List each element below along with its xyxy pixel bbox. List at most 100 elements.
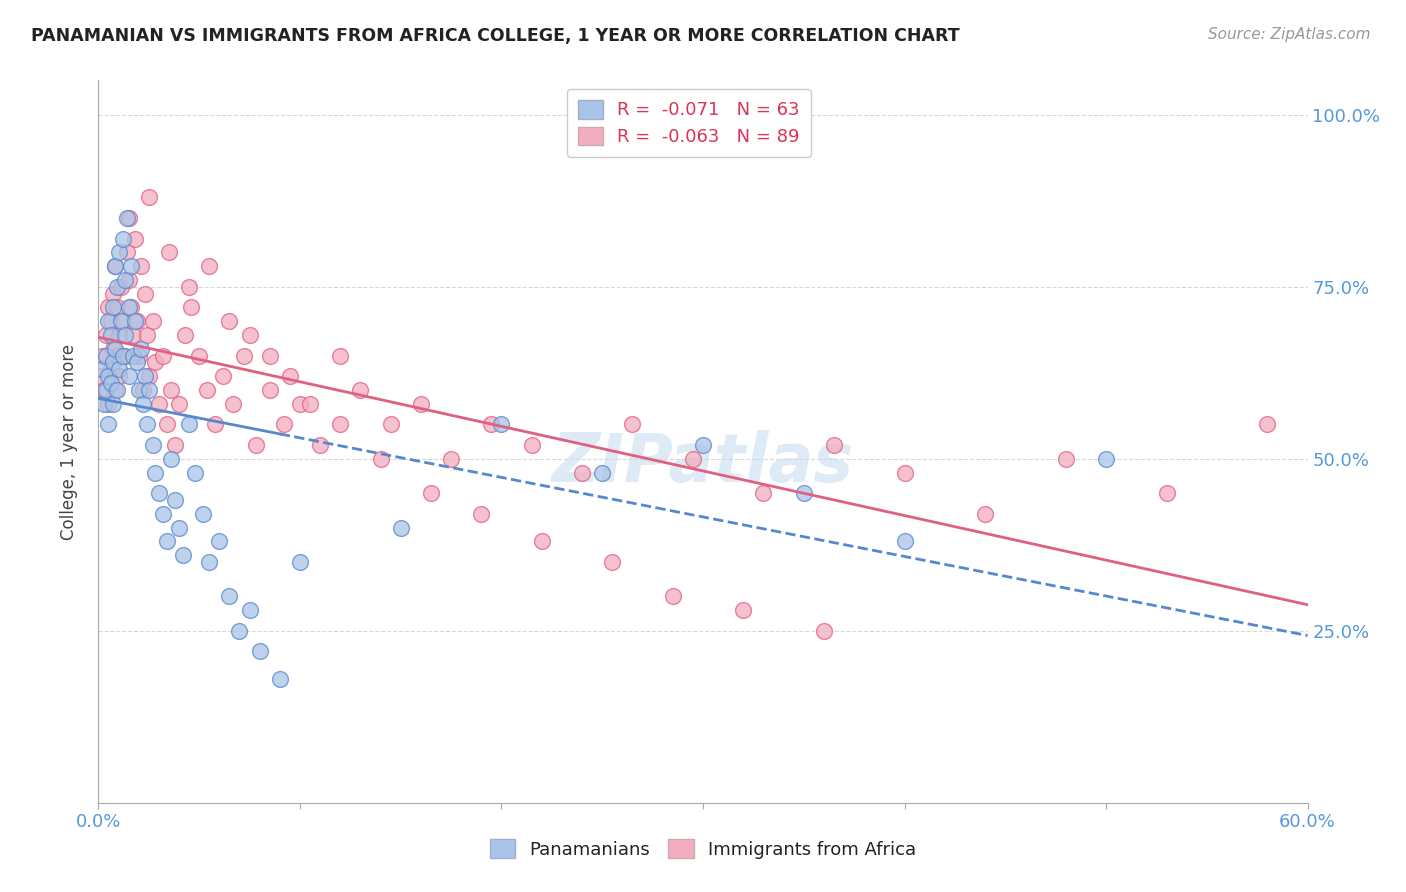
Point — [157, 245, 180, 260]
Point — [101, 355, 124, 369]
Point — [105, 301, 128, 315]
Point — [218, 590, 240, 604]
Point — [752, 486, 775, 500]
Point — [107, 369, 129, 384]
Point — [160, 451, 183, 466]
Point — [114, 327, 136, 342]
Point — [148, 397, 170, 411]
Point — [138, 369, 160, 384]
Point — [100, 314, 122, 328]
Point — [93, 383, 115, 397]
Point — [370, 451, 392, 466]
Point — [420, 486, 443, 500]
Point — [125, 355, 148, 369]
Point — [793, 486, 815, 500]
Point — [249, 644, 271, 658]
Point — [299, 397, 322, 411]
Y-axis label: College, 1 year or more: College, 1 year or more — [59, 343, 77, 540]
Point — [218, 314, 240, 328]
Point — [893, 466, 915, 480]
Point — [232, 349, 254, 363]
Point — [124, 231, 146, 245]
Point — [100, 327, 122, 342]
Point — [91, 362, 114, 376]
Point — [118, 369, 141, 384]
Point — [198, 555, 221, 569]
Point — [120, 259, 142, 273]
Point — [89, 369, 111, 384]
Point — [692, 438, 714, 452]
Point — [110, 314, 132, 328]
Point — [167, 397, 190, 411]
Point — [101, 301, 124, 315]
Text: Source: ZipAtlas.com: Source: ZipAtlas.com — [1208, 27, 1371, 42]
Point — [143, 466, 166, 480]
Point — [111, 314, 134, 328]
Point — [239, 603, 262, 617]
Point — [97, 369, 120, 384]
Point — [132, 397, 155, 411]
Point — [156, 534, 179, 549]
Point — [163, 493, 186, 508]
Point — [105, 279, 128, 293]
Point — [97, 301, 120, 315]
Point — [142, 438, 165, 452]
Point — [204, 417, 226, 432]
Point — [259, 383, 281, 397]
Point — [103, 342, 125, 356]
Point — [661, 590, 683, 604]
Point — [184, 466, 207, 480]
Point — [893, 534, 915, 549]
Point — [107, 327, 129, 342]
Point — [105, 349, 128, 363]
Point — [193, 507, 215, 521]
Point — [813, 624, 835, 638]
Point — [105, 383, 128, 397]
Point — [129, 342, 152, 356]
Point — [309, 438, 332, 452]
Point — [107, 362, 129, 376]
Point — [329, 349, 352, 363]
Point — [101, 286, 124, 301]
Point — [389, 520, 412, 534]
Point — [1095, 451, 1118, 466]
Point — [1256, 417, 1278, 432]
Point — [621, 417, 644, 432]
Point — [110, 279, 132, 293]
Point — [135, 417, 157, 432]
Point — [152, 507, 174, 521]
Point — [101, 397, 124, 411]
Point — [349, 383, 371, 397]
Point — [823, 438, 845, 452]
Point — [129, 259, 152, 273]
Point — [97, 314, 120, 328]
Point — [491, 417, 513, 432]
Point — [120, 301, 142, 315]
Point — [591, 466, 613, 480]
Point — [208, 534, 231, 549]
Point — [100, 362, 122, 376]
Point — [179, 417, 201, 432]
Point — [152, 349, 174, 363]
Point — [142, 314, 165, 328]
Point — [128, 383, 150, 397]
Point — [163, 438, 186, 452]
Point — [107, 245, 129, 260]
Point — [111, 231, 134, 245]
Text: PANAMANIAN VS IMMIGRANTS FROM AFRICA COLLEGE, 1 YEAR OR MORE CORRELATION CHART: PANAMANIAN VS IMMIGRANTS FROM AFRICA COL… — [31, 27, 959, 45]
Point — [96, 327, 118, 342]
Point — [269, 672, 291, 686]
Point — [288, 555, 311, 569]
Point — [380, 417, 402, 432]
Point — [143, 355, 166, 369]
Point — [121, 349, 143, 363]
Point — [329, 417, 352, 432]
Point — [115, 211, 138, 225]
Point — [101, 342, 124, 356]
Point — [118, 211, 141, 225]
Point — [520, 438, 543, 452]
Point — [93, 397, 115, 411]
Point — [1156, 486, 1178, 500]
Point — [288, 397, 311, 411]
Legend: Panamanians, Immigrants from Africa: Panamanians, Immigrants from Africa — [482, 832, 924, 866]
